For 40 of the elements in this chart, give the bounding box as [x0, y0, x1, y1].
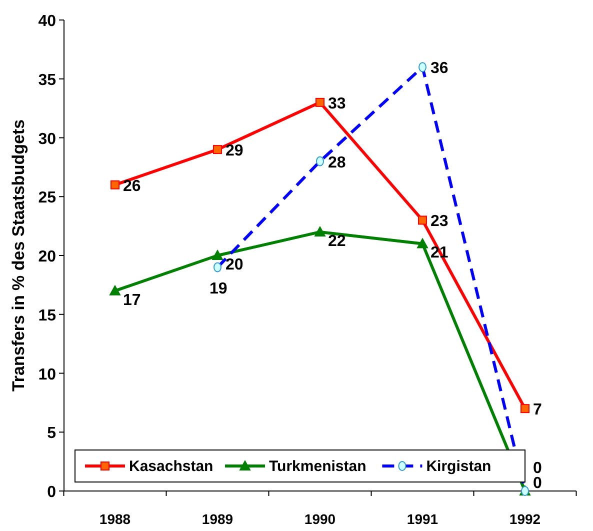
y-tick-label: 5 [47, 425, 56, 442]
x-tick-label: 1989 [202, 511, 234, 527]
data-label: 7 [533, 402, 542, 419]
y-tick-label: 30 [38, 130, 56, 148]
point [212, 250, 223, 260]
data-label: 20 [226, 256, 244, 274]
legend-label: Kirgistan [426, 458, 492, 475]
point [110, 180, 120, 190]
y-tick-label: 0 [47, 484, 56, 501]
x-tick-label: 1992 [509, 511, 541, 527]
data-label: 36 [430, 60, 448, 78]
point [417, 238, 428, 248]
data-label: 26 [123, 178, 141, 195]
data-label: 29 [226, 142, 244, 160]
y-tick-label: 15 [38, 307, 56, 324]
y-tick-label: 40 [38, 13, 56, 30]
data-label: 0 [533, 460, 542, 477]
x-tick-label: 1988 [99, 511, 131, 527]
legend-label: Turkmenistan [269, 458, 366, 475]
data-label: 28 [328, 154, 346, 172]
x-tick-label: 1990 [304, 511, 336, 527]
point [110, 285, 120, 296]
data-label: 19 [210, 280, 228, 298]
data-label: 23 [430, 213, 448, 230]
y-axis-title: Transfers in % des Staatsbudgets [9, 119, 28, 392]
x-tick-label: 1991 [406, 511, 438, 527]
y-tick-label: 25 [38, 190, 56, 207]
point [418, 216, 427, 225]
y-tick-label: 35 [38, 72, 56, 89]
point [213, 145, 222, 154]
data-label: 17 [123, 292, 141, 309]
y-tick-label: 10 [38, 366, 56, 384]
data-label: 33 [328, 95, 346, 112]
data-label: 22 [328, 232, 346, 250]
point [520, 404, 530, 414]
legend-label: Kasachstan [129, 458, 214, 475]
data-label: 0 [533, 475, 542, 492]
point [316, 98, 324, 107]
y-tick-label: 20 [38, 248, 56, 266]
point [314, 226, 326, 236]
